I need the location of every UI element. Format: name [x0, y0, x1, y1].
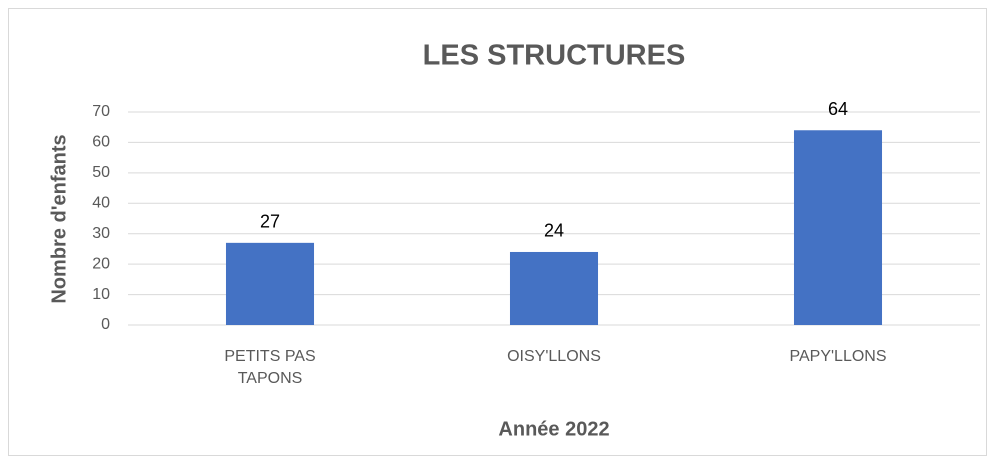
bar — [225, 242, 315, 325]
y-tick-label: 0 — [101, 316, 110, 333]
value-label: 27 — [260, 212, 280, 232]
x-tick-label: PAPY'LLONS — [789, 348, 887, 365]
x-axis-label: Année 2022 — [498, 418, 609, 440]
y-tick-label: 70 — [92, 103, 110, 120]
x-tick-label: OISY'LLONS — [507, 348, 601, 365]
y-tick-label: 60 — [92, 134, 110, 151]
value-label: 24 — [544, 221, 564, 241]
y-axis-label: Nombre d'enfants — [48, 134, 70, 303]
bar — [793, 130, 883, 325]
y-tick-label: 40 — [92, 195, 110, 212]
y-tick-label: 50 — [92, 164, 110, 181]
y-tick-label: 30 — [92, 225, 110, 242]
bar — [509, 251, 599, 325]
y-tick-label: 10 — [92, 286, 110, 303]
y-tick-label: 20 — [92, 255, 110, 272]
value-label: 64 — [828, 99, 848, 119]
chart-title: LES STRUCTURES — [423, 40, 686, 72]
x-tick-label: PETITS PAS TAPONS — [224, 348, 316, 387]
